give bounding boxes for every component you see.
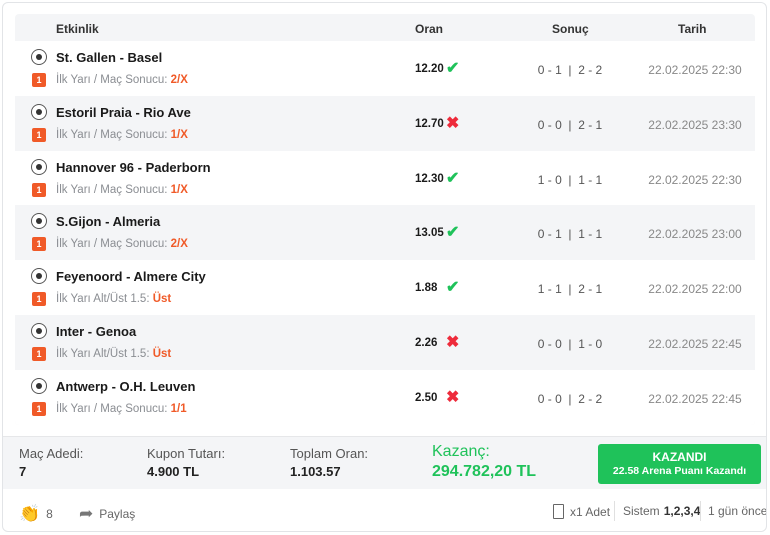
match-date: 22.02.2025 23:30 <box>648 117 742 132</box>
soccer-ball-icon <box>31 213 47 230</box>
event-row[interactable]: Feyenoord - Almere City 1 İlk Yarı Alt/Ü… <box>15 260 755 315</box>
market: İlk Yarı / Maç Sonucu: 1/X <box>56 183 188 196</box>
header-date: Tarih <box>678 22 707 36</box>
match-date: 22.02.2025 22:00 <box>648 282 742 297</box>
score: 1 - 1 | 2 - 1 <box>537 282 603 297</box>
pick: 2/X <box>170 74 188 86</box>
score: 0 - 0 | 2 - 1 <box>537 117 603 132</box>
score: 0 - 0 | 1 - 0 <box>537 336 603 351</box>
pick: Üst <box>152 293 172 306</box>
check-icon: ✔ <box>446 279 460 297</box>
header-result: Sonuç <box>552 22 589 36</box>
odds: 13.05 <box>415 227 444 240</box>
match-name: Hannover 96 - Paderborn <box>56 159 211 175</box>
bet-count-badge: 1 <box>32 73 46 87</box>
bet-count-badge: 1 <box>32 401 46 416</box>
score: 0 - 1 | 1 - 1 <box>537 227 603 242</box>
soccer-ball-icon <box>31 322 47 339</box>
check-icon: ✔ <box>446 224 460 242</box>
stake: Kupon Tutarı: 4.900 TL <box>147 446 226 479</box>
soccer-ball-icon <box>31 103 47 120</box>
odds: 1.88 <box>415 282 438 295</box>
pick: 1/X <box>170 183 188 196</box>
header-event: Etkinlik <box>56 22 99 36</box>
pick: 1/X <box>170 128 188 141</box>
odds: 2.50 <box>415 391 438 404</box>
header-odds: Oran <box>415 22 444 36</box>
copy-icon <box>553 504 564 519</box>
match-name: Estoril Praia - Rio Ave <box>56 104 191 120</box>
clap-button[interactable]: 👏 8 <box>19 504 53 523</box>
events-table: Etkinlik Oran Sonuç Tarih St. Gallen - B… <box>15 14 755 425</box>
soccer-ball-icon <box>31 268 47 285</box>
market: İlk Yarı Alt/Üst 1.5: Üst <box>56 293 172 306</box>
system: Sistem 1,2,3,4 <box>623 504 701 518</box>
pick: 2/X <box>170 238 188 251</box>
event-row[interactable]: Hannover 96 - Paderborn 1 İlk Yarı / Maç… <box>15 150 755 206</box>
winnings: Kazanç: 294.782,20 TL <box>432 443 537 480</box>
table-header: Etkinlik Oran Sonuç Tarih <box>15 14 755 41</box>
clap-icon: 👏 <box>19 504 41 523</box>
time-ago: 1 gün önce <box>708 504 767 518</box>
event-row[interactable]: Estoril Praia - Rio Ave 1 İlk Yarı / Maç… <box>15 95 755 151</box>
coupon-footer: 👏 8 ➦ Paylaş x1 Adet Sistem 1,2,3,4 1 gün ö… <box>3 489 767 531</box>
divider <box>700 501 701 521</box>
bet-count-badge: 1 <box>32 346 46 361</box>
match-date: 22.02.2025 22:30 <box>648 63 742 77</box>
score: 1 - 0 | 1 - 1 <box>537 172 603 187</box>
market: İlk Yarı / Maç Sonucu: 1/1 <box>56 402 187 415</box>
share-icon: ➦ <box>79 504 94 523</box>
score: 0 - 0 | 2 - 2 <box>537 391 603 406</box>
pick: Üst <box>152 347 172 360</box>
market: İlk Yarı / Maç Sonucu: 2/X <box>56 74 188 86</box>
event-row[interactable]: Inter - Genoa 1 İlk Yarı Alt/Üst 1.5: Üs… <box>15 314 755 370</box>
soccer-ball-icon <box>31 158 47 175</box>
event-row[interactable]: Antwerp - O.H. Leuven 1 İlk Yarı / Maç S… <box>15 369 755 425</box>
match-name: Antwerp - O.H. Leuven <box>56 378 196 394</box>
bet-count-badge: 1 <box>32 127 46 142</box>
match-name: S.Gijon - Almeria <box>56 214 161 230</box>
match-date: 22.02.2025 22:45 <box>648 391 742 406</box>
market: İlk Yarı Alt/Üst 1.5: Üst <box>56 347 172 360</box>
match-name: Feyenoord - Almere City <box>56 269 206 285</box>
bet-count-badge: 1 <box>32 237 46 252</box>
won-status-button[interactable]: KAZANDI 22.58 Arena Puanı Kazandı <box>598 444 761 484</box>
soccer-ball-icon <box>31 49 47 65</box>
total-odds: Toplam Oran: 1.103.57 <box>290 446 369 479</box>
odds: 2.26 <box>415 336 438 349</box>
match-name: Inter - Genoa <box>56 323 137 339</box>
match-date: 22.02.2025 22:30 <box>648 172 742 187</box>
coupon-summary: Maç Adedi: 7 Kupon Tutarı: 4.900 TL Toplam… <box>3 436 766 489</box>
event-row[interactable]: St. Gallen - Basel 1 İlk Yarı / Maç Sonu… <box>15 41 755 96</box>
match-count: Maç Adedi: 7 <box>19 446 84 479</box>
cross-icon: ✖ <box>446 333 460 351</box>
odds: 12.20 <box>415 63 444 75</box>
copies: x1 Adet <box>553 504 610 519</box>
match-name: St. Gallen - Basel <box>56 50 163 65</box>
soccer-ball-icon <box>31 377 47 394</box>
market: İlk Yarı / Maç Sonucu: 2/X <box>56 238 188 251</box>
score: 0 - 1 | 2 - 2 <box>537 63 603 77</box>
event-row[interactable]: S.Gijon - Almeria 1 İlk Yarı / Maç Sonuc… <box>15 205 755 261</box>
odds: 12.70 <box>415 117 444 130</box>
cross-icon: ✖ <box>446 388 460 406</box>
market: İlk Yarı / Maç Sonucu: 1/X <box>56 128 188 141</box>
bet-count-badge: 1 <box>32 182 46 197</box>
odds: 12.30 <box>415 172 444 185</box>
match-date: 22.02.2025 22:45 <box>648 336 742 351</box>
match-date: 22.02.2025 23:00 <box>648 227 742 242</box>
share-button[interactable]: ➦ Paylaş <box>79 504 136 523</box>
bet-count-badge: 1 <box>32 292 46 307</box>
cross-icon: ✖ <box>446 114 460 132</box>
divider <box>614 501 615 521</box>
pick: 1/1 <box>170 402 187 415</box>
check-icon: ✔ <box>446 169 460 187</box>
check-icon: ✔ <box>446 60 460 77</box>
